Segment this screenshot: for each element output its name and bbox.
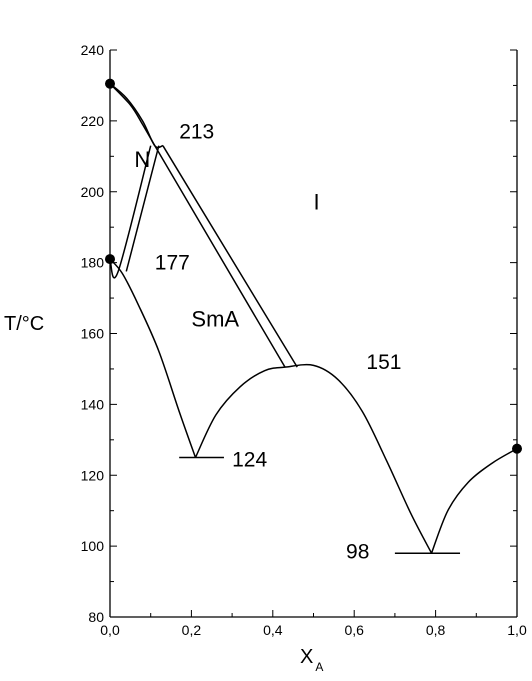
pure-b-smectic-point xyxy=(105,254,115,265)
y-tick-label: 160 xyxy=(81,326,105,342)
x-tick-label: 0,0 xyxy=(100,622,120,638)
curve-n-right-boundary xyxy=(125,145,160,272)
curve-n-left-boundary xyxy=(109,145,152,279)
y-axis-label: T/°C xyxy=(4,313,44,335)
y-tick-label: 200 xyxy=(81,184,105,200)
label-N: N xyxy=(134,147,150,172)
label-213: 213 xyxy=(179,121,214,144)
y-tick-label: 120 xyxy=(81,467,105,483)
pure-b-clearing-point xyxy=(105,78,115,89)
curve-smectic-inner xyxy=(154,145,286,368)
curve-smectic-outer xyxy=(162,145,298,368)
y-tick-label: 100 xyxy=(81,538,105,554)
pure-a-melting-point xyxy=(512,443,522,454)
x-tick-label: 0,4 xyxy=(263,622,283,638)
x-tick-label: 1,0 xyxy=(507,622,527,638)
phase-boundary-curves xyxy=(109,83,518,554)
data-points xyxy=(105,78,522,454)
y-tick-label: 180 xyxy=(81,255,105,271)
curve-smectic-melting-left xyxy=(109,258,197,458)
region-annotations: N 213 I 177 SmA 151 124 98 xyxy=(134,121,401,564)
curve-a-melting-curve xyxy=(430,448,518,554)
axes: 80 100 120 140 160 180 200 220 240 0,0 0,2 0,4 0,6 0,… xyxy=(81,42,527,638)
y-tick-label: 140 xyxy=(81,396,105,412)
y-tick-label: 240 xyxy=(81,42,105,58)
x-axis-label-subscript: A xyxy=(315,660,323,674)
y-tick-label: 220 xyxy=(81,113,105,129)
x-tick-label: 0,8 xyxy=(426,622,446,638)
x-axis-label-main: X xyxy=(300,646,313,668)
label-98: 98 xyxy=(346,541,369,564)
label-177: 177 xyxy=(155,252,190,275)
label-SmA: SmA xyxy=(191,306,239,331)
curve-ni-upper xyxy=(109,83,164,149)
label-I: I xyxy=(314,189,320,214)
curve-solidus-dome xyxy=(194,363,433,554)
x-tick-label: 0,2 xyxy=(182,622,202,638)
label-124: 124 xyxy=(232,448,267,471)
x-tick-label: 0,6 xyxy=(344,622,364,638)
label-151: 151 xyxy=(366,351,401,374)
y-tick-label: 80 xyxy=(88,609,104,625)
curve-ni-lower xyxy=(109,83,156,147)
